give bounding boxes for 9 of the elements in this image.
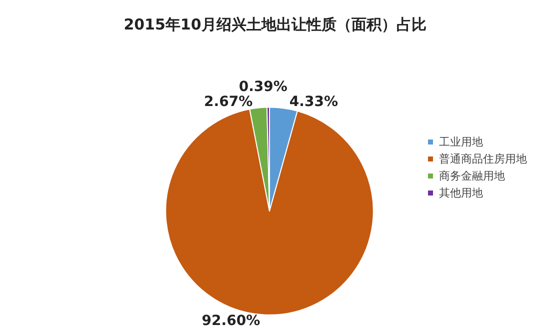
- data-label: 0.39%: [238, 78, 288, 95]
- legend-label: 工业用地: [439, 136, 483, 148]
- data-label: 4.33%: [289, 94, 338, 110]
- legend-label: 商务金融用地: [439, 170, 505, 182]
- legend-label: 普通商品住房用地: [439, 152, 527, 166]
- legend-label: 其他用地: [439, 186, 483, 200]
- data-label: 2.67%: [204, 94, 253, 110]
- data-label: 92.60%: [202, 312, 260, 329]
- chart-title: 2015年10月绍兴土地出让性质（面积）占比: [124, 16, 426, 34]
